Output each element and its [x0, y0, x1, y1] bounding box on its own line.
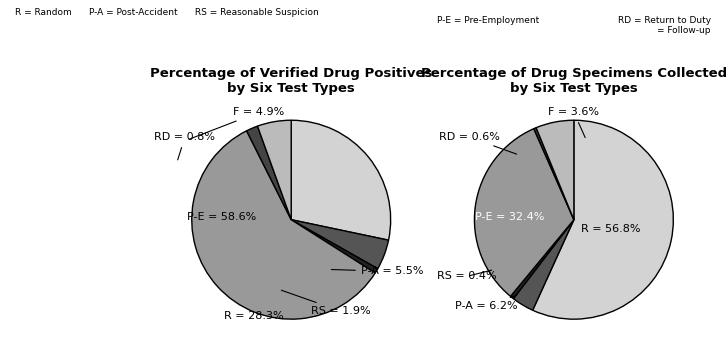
Text: RD = 0.8%: RD = 0.8%	[155, 132, 216, 160]
Title: Percentage of Verified Drug Positives
by Six Test Types: Percentage of Verified Drug Positives by…	[150, 68, 433, 95]
Text: R = 56.8%: R = 56.8%	[582, 224, 641, 234]
Text: RS = 0.4%: RS = 0.4%	[437, 270, 497, 281]
Text: RD = 0.6%: RD = 0.6%	[439, 132, 517, 154]
Wedge shape	[192, 131, 375, 319]
Text: R = Random      P-A = Post-Accident      RS = Reasonable Suspicion: R = Random P-A = Post-Accident RS = Reas…	[15, 8, 319, 17]
Wedge shape	[247, 126, 291, 220]
Text: P-A = 6.2%: P-A = 6.2%	[454, 295, 517, 311]
Text: P-E = 58.6%: P-E = 58.6%	[187, 212, 256, 222]
Wedge shape	[474, 129, 574, 296]
Wedge shape	[536, 120, 574, 220]
Wedge shape	[534, 128, 574, 220]
Text: F = 3.6%: F = 3.6%	[548, 107, 600, 138]
Wedge shape	[291, 220, 388, 269]
Text: F = 4.9%: F = 4.9%	[189, 107, 285, 139]
Text: RS = 1.9%: RS = 1.9%	[282, 290, 371, 316]
Text: P-E = Pre-Employment: P-E = Pre-Employment	[437, 16, 539, 25]
Text: RD = Return to Duty
= Follow-up: RD = Return to Duty = Follow-up	[618, 16, 711, 35]
Wedge shape	[258, 120, 291, 220]
Title: Percentage of Drug Specimens Collected
by Six Test Types: Percentage of Drug Specimens Collected b…	[421, 68, 726, 95]
Text: R = 28.3%: R = 28.3%	[224, 311, 284, 321]
Wedge shape	[291, 220, 378, 273]
Wedge shape	[291, 120, 391, 240]
Text: P-E = 32.4%: P-E = 32.4%	[475, 212, 544, 222]
Wedge shape	[510, 220, 574, 299]
Wedge shape	[533, 120, 673, 319]
Text: P-A = 5.5%: P-A = 5.5%	[331, 266, 423, 277]
Wedge shape	[513, 220, 574, 310]
